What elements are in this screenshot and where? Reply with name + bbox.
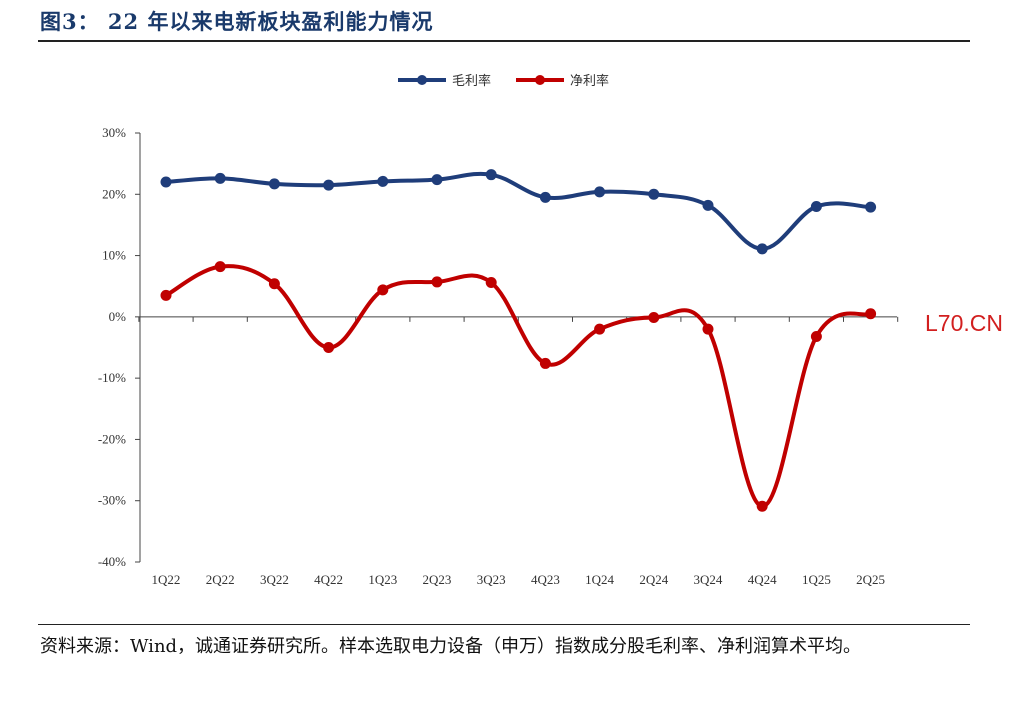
x-tick-label: 4Q24 — [748, 572, 777, 587]
data-point — [323, 342, 335, 353]
x-tick-label: 1Q25 — [802, 572, 831, 587]
legend-item: 毛利率 — [398, 73, 491, 89]
data-point — [756, 500, 768, 512]
data-point — [160, 289, 172, 301]
y-tick-label: 30% — [102, 125, 126, 140]
data-point — [702, 199, 714, 211]
legend-swatch-marker — [417, 75, 427, 85]
y-tick-label: 0% — [109, 309, 127, 324]
x-tick-label: 2Q25 — [856, 572, 885, 587]
source-note: 资料来源：Wind，诚通证券研究所。样本选取电力设备（申万）指数成分股毛利率、净… — [40, 636, 862, 657]
legend-item: 净利率 — [516, 73, 609, 89]
watermark: L70.CN — [925, 310, 1003, 336]
y-tick-label: -30% — [98, 493, 126, 508]
bottom-rule — [38, 624, 970, 625]
data-point — [539, 357, 551, 369]
x-tick-label: 3Q24 — [694, 572, 723, 587]
data-point — [268, 178, 280, 190]
data-point — [485, 169, 497, 181]
figure-title: 图3： 22 年以来电新板块盈利能力情况 — [40, 9, 434, 34]
data-point — [594, 323, 606, 335]
data-point — [377, 175, 389, 187]
x-tick-label: 1Q23 — [368, 572, 397, 587]
series-gross-margin — [160, 169, 877, 255]
data-point — [214, 172, 226, 184]
y-tick-label: 10% — [102, 248, 126, 263]
y-tick-label: -20% — [98, 431, 126, 446]
data-point — [594, 186, 606, 198]
data-point — [539, 191, 551, 203]
x-tick-label: 1Q22 — [152, 572, 181, 587]
data-point — [756, 243, 768, 255]
x-tick-label: 3Q22 — [260, 572, 289, 587]
x-tick-label: 3Q23 — [477, 572, 506, 587]
top-rule — [38, 40, 970, 42]
x-tick-label: 2Q22 — [206, 572, 235, 587]
data-point — [214, 261, 226, 273]
data-point — [431, 174, 443, 186]
x-tick-label: 4Q22 — [314, 572, 343, 587]
data-point — [377, 284, 389, 296]
x-tick-label: 2Q23 — [423, 572, 452, 587]
x-tick-label: 2Q24 — [639, 572, 668, 587]
legend: 毛利率 净利率 — [398, 73, 609, 89]
data-point — [810, 201, 822, 213]
series-layer — [160, 169, 877, 512]
data-point — [323, 179, 335, 191]
legend-label: 毛利率 — [452, 73, 491, 89]
y-tick-label: -40% — [98, 554, 126, 569]
data-point — [160, 176, 172, 188]
y-tick-label: -10% — [98, 370, 126, 385]
data-point — [268, 278, 280, 290]
data-point — [810, 330, 822, 342]
y-tick-label: 20% — [102, 186, 126, 201]
x-tick-label: 4Q23 — [531, 572, 560, 587]
data-point — [485, 277, 497, 289]
legend-label: 净利率 — [570, 73, 609, 89]
series-net-margin — [160, 261, 877, 512]
data-point — [865, 201, 877, 213]
data-point — [431, 276, 443, 288]
axes: 30% 20% 10% 0% -10% -20% -30% -40% 1Q22 2Q22 3Q22 4… — [98, 125, 899, 587]
data-point — [648, 311, 660, 323]
data-point — [865, 308, 877, 320]
x-tick-label: 1Q24 — [585, 572, 614, 587]
series-line — [164, 264, 873, 509]
data-point — [702, 323, 714, 335]
data-point — [648, 188, 660, 200]
legend-swatch-marker — [535, 75, 545, 85]
